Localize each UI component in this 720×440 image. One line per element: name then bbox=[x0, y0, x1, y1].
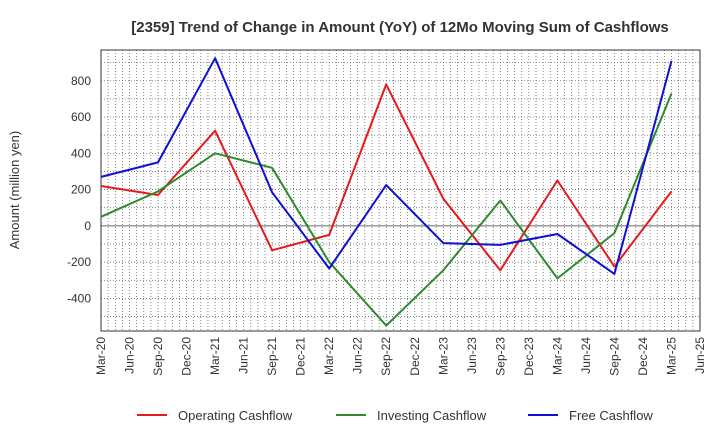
x-tick-label: Dec-23 bbox=[522, 337, 536, 376]
x-tick-label: Sep-22 bbox=[379, 337, 393, 376]
legend: Operating Cashflow Investing Cashflow Free… bbox=[137, 408, 653, 423]
x-tick-label: Dec-24 bbox=[636, 337, 650, 376]
x-tick-label: Sep-21 bbox=[265, 337, 279, 376]
series-lines bbox=[100, 57, 673, 327]
y-tick-label: -200 bbox=[67, 255, 91, 269]
x-tick-label: Jun-21 bbox=[237, 337, 251, 374]
x-tick-label: Sep-24 bbox=[607, 337, 621, 376]
investing-cashflow-legend-label: Investing Cashflow bbox=[377, 408, 487, 423]
grid bbox=[101, 50, 700, 331]
x-tick-label: Mar-22 bbox=[322, 337, 336, 375]
y-tick-label: 800 bbox=[71, 74, 91, 88]
chart-title: [2359] Trend of Change in Amount (YoY) o… bbox=[131, 19, 669, 36]
x-tick-label: Sep-20 bbox=[151, 337, 165, 376]
x-tick-label: Mar-25 bbox=[664, 337, 678, 375]
y-axis-ticks: 800 600 400 200 0 -200 -400 bbox=[67, 74, 91, 306]
x-tick-label: Mar-23 bbox=[436, 337, 450, 375]
x-tick-label: Mar-21 bbox=[208, 337, 222, 375]
x-tick-label: Mar-20 bbox=[94, 337, 108, 375]
y-tick-label: 0 bbox=[84, 219, 91, 233]
x-tick-label: Sep-23 bbox=[493, 337, 507, 376]
investing-cashflow-line bbox=[100, 93, 673, 327]
y-axis-label: Amount (million yen) bbox=[7, 131, 22, 250]
operating-cashflow-legend-label: Operating Cashflow bbox=[178, 408, 293, 423]
x-tick-label: Jun-23 bbox=[465, 337, 479, 374]
x-tick-label: Dec-22 bbox=[408, 337, 422, 376]
plot-area bbox=[100, 49, 701, 332]
x-tick-label: Mar-24 bbox=[550, 337, 564, 375]
free-cashflow-line bbox=[100, 57, 673, 275]
y-tick-label: 600 bbox=[71, 110, 91, 124]
y-tick-label: -400 bbox=[67, 291, 91, 305]
free-cashflow-legend-label: Free Cashflow bbox=[569, 408, 653, 423]
x-tick-label: Jun-24 bbox=[579, 337, 593, 374]
x-tick-label: Jun-20 bbox=[123, 337, 137, 374]
operating-cashflow-line bbox=[100, 83, 673, 272]
y-tick-label: 200 bbox=[71, 183, 91, 197]
x-tick-label: Jun-22 bbox=[351, 337, 365, 374]
x-tick-label: Dec-20 bbox=[180, 337, 194, 376]
x-axis-ticks: Mar-20 Jun-20 Sep-20 Dec-20 Mar-21 Jun-21 Sep-… bbox=[94, 337, 707, 376]
x-tick-label: Dec-21 bbox=[294, 337, 308, 376]
x-tick-label: Jun-25 bbox=[693, 337, 707, 374]
y-tick-label: 400 bbox=[71, 146, 91, 160]
